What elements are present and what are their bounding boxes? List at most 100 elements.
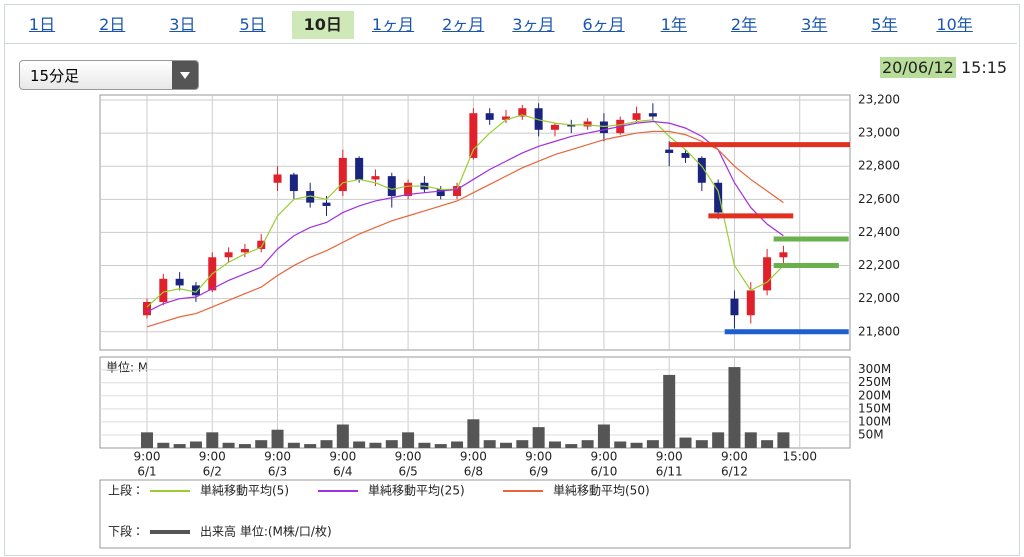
candle-body xyxy=(224,252,233,258)
volume-bar xyxy=(777,432,790,448)
candle-body xyxy=(632,113,641,120)
legend-label: 単純移動平均(5) xyxy=(200,484,289,498)
x-tick-date: 6/4 xyxy=(333,465,352,479)
volume-bar xyxy=(646,440,659,448)
y-tick-label: 22,000 xyxy=(858,291,900,305)
tab[interactable]: 2日 xyxy=(99,15,126,34)
volume-bar xyxy=(157,442,170,448)
x-tick-date: 6/10 xyxy=(590,465,617,479)
volume-bar xyxy=(548,441,561,448)
candle-body xyxy=(273,174,282,183)
candle-body xyxy=(714,182,723,213)
candle-body xyxy=(502,116,511,120)
tab[interactable]: 10年 xyxy=(936,15,973,34)
y-tick-label: 50M xyxy=(858,427,884,441)
volume-bar xyxy=(695,440,708,448)
tab[interactable]: 2年 xyxy=(730,15,758,34)
x-tick-label: 15:00 xyxy=(782,450,817,464)
volume-bar xyxy=(418,442,431,448)
volume-bar xyxy=(679,437,692,448)
candle-body xyxy=(746,290,755,316)
tab[interactable]: 1ヶ月 xyxy=(371,15,415,34)
x-tick-date: 6/8 xyxy=(464,465,483,479)
candle-body xyxy=(665,149,674,153)
tab[interactable]: 3日 xyxy=(169,15,196,34)
dropdown-arrow[interactable] xyxy=(172,61,198,89)
candle-body xyxy=(322,202,331,206)
x-tick-date: 6/12 xyxy=(721,465,748,479)
tab[interactable]: 6ヶ月 xyxy=(582,15,625,34)
y-tick-label: 200M xyxy=(858,388,891,402)
volume-bar xyxy=(287,442,300,448)
candle-body xyxy=(599,121,608,134)
candle-body xyxy=(142,301,151,316)
tab[interactable]: 1日 xyxy=(28,15,56,34)
candle-body xyxy=(306,191,315,203)
x-tick-label: 9:00 xyxy=(199,450,226,464)
volume-bar xyxy=(353,441,366,448)
candle-body xyxy=(191,285,200,296)
candle-body xyxy=(583,121,592,127)
tab[interactable]: 3ヶ月 xyxy=(512,15,555,34)
x-tick-date: 6/5 xyxy=(398,465,417,479)
y-tick-label: 23,000 xyxy=(858,126,900,140)
tab[interactable]: 3年 xyxy=(801,15,828,34)
candle-body xyxy=(355,157,364,180)
legend-box xyxy=(99,479,851,549)
volume-bar xyxy=(500,442,513,448)
candle-body xyxy=(289,174,298,192)
volume-bar xyxy=(483,440,496,448)
x-tick-label: 9:00 xyxy=(329,450,356,464)
tab[interactable]: 5日 xyxy=(239,15,266,34)
legend-label: 出来高 単位:(M株/口/枚) xyxy=(200,524,332,539)
x-tick-date: 6/1 xyxy=(137,465,156,479)
tab-bar: 1日 2日 3日 5日 10日 1ヶ月 2ヶ月 3ヶ月 6ヶ月 1年 2年 3年 5年 10年 xyxy=(5,5,1017,44)
candle-body xyxy=(534,108,543,130)
candle-body xyxy=(550,124,559,130)
ma-line xyxy=(146,120,784,313)
tab[interactable]: 1年 xyxy=(660,15,687,34)
volume-bar xyxy=(189,441,202,448)
x-tick-label: 9:00 xyxy=(264,450,291,464)
candle-body xyxy=(175,278,184,286)
x-tick-date: 6/3 xyxy=(268,465,287,479)
volume-bar xyxy=(271,429,284,448)
timestamp: 20/06/12 15:15 xyxy=(880,57,1007,78)
volume-bar xyxy=(630,442,643,448)
candle-body xyxy=(387,176,396,197)
volume-bar xyxy=(761,440,774,448)
volume-bar xyxy=(255,440,268,448)
x-tick-label: 9:00 xyxy=(721,450,748,464)
volume-bar xyxy=(173,444,186,448)
tab[interactable]: 10日 xyxy=(291,11,354,39)
candle-body xyxy=(436,189,445,197)
legend-label: 単純移動平均(25) xyxy=(368,484,465,498)
volume-bar xyxy=(206,432,219,448)
interval-select[interactable]: 15分足 xyxy=(19,60,199,90)
volume-bar xyxy=(581,440,594,448)
volume-bar xyxy=(451,441,464,448)
volume-bar xyxy=(222,442,235,448)
candle-body xyxy=(763,257,772,291)
candle-body xyxy=(730,298,739,316)
tab[interactable]: 5年 xyxy=(871,15,898,34)
y-tick-label: 23,200 xyxy=(858,92,900,106)
tab[interactable]: 2ヶ月 xyxy=(442,15,485,34)
volume-bar xyxy=(369,442,382,448)
x-tick-label: 9:00 xyxy=(395,450,422,464)
y-tick-label: 21,800 xyxy=(858,324,900,338)
volume-bar xyxy=(140,432,153,448)
volume-bar xyxy=(532,427,545,448)
legend-label: 単純移動平均(50) xyxy=(553,484,650,498)
candle-body xyxy=(371,176,380,180)
candle-body xyxy=(469,113,478,158)
volume-bar xyxy=(565,444,578,448)
candle-body xyxy=(697,157,706,183)
volume-unit: 単位: M xyxy=(106,361,148,375)
volume-bar xyxy=(336,424,349,448)
interval-label: 15分足 xyxy=(30,67,80,85)
candle-body xyxy=(240,248,249,253)
y-tick-label: 100M xyxy=(858,414,891,428)
